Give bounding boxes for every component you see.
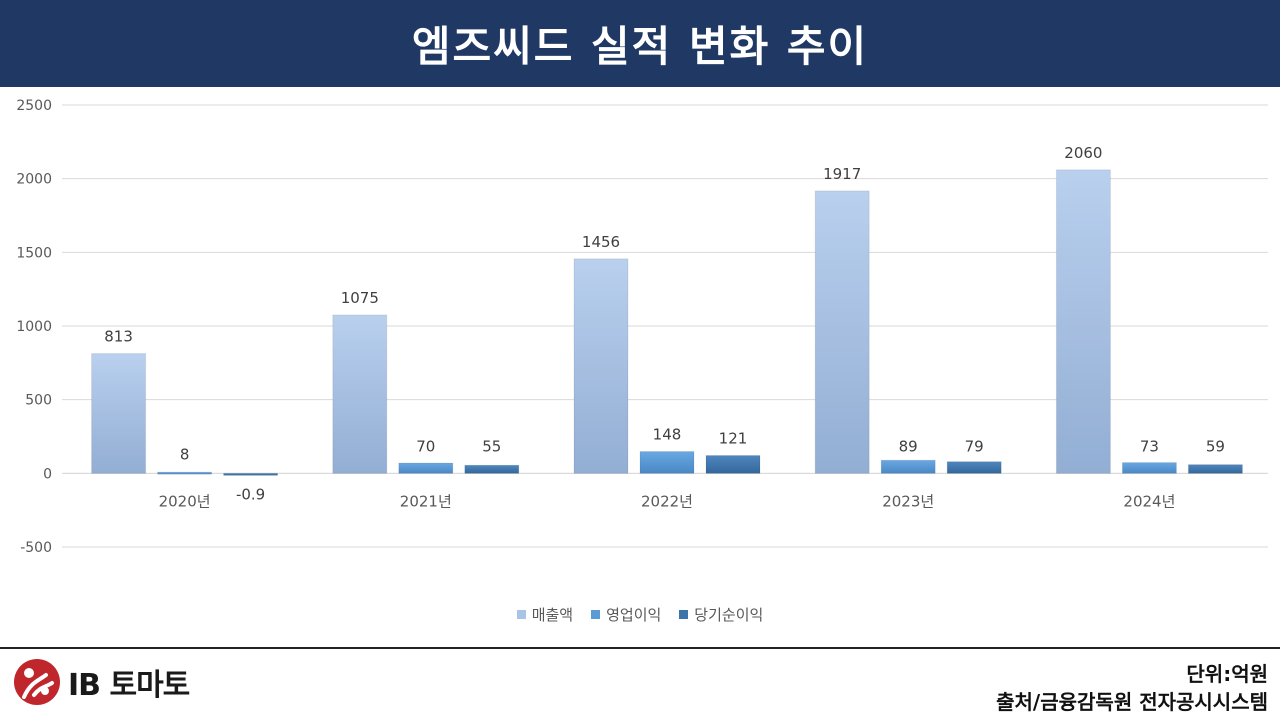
legend-item: 당기순이익 xyxy=(679,604,763,625)
bar-영업이익-2023년 xyxy=(880,459,936,474)
x-tick-label: 2020년 xyxy=(159,492,211,510)
bar-당기순이익-2020년 xyxy=(223,472,279,476)
bar-당기순이익-2022년 xyxy=(705,455,761,474)
legend-swatch xyxy=(679,610,689,619)
y-tick-label: 2000 xyxy=(16,172,52,188)
data-label: 8 xyxy=(180,445,190,463)
chart-legend: 매출액 영업이익 당기순이익 xyxy=(0,604,1280,625)
title-bar: 엠즈씨드 실적 변화 추이 xyxy=(0,0,1280,87)
bar-영업이익-2020년 xyxy=(157,471,213,475)
legend-swatch xyxy=(591,610,601,619)
legend-label: 영업이익 xyxy=(606,606,662,624)
legend-label: 당기순이익 xyxy=(694,606,764,624)
bar-매출액-2023년 xyxy=(814,190,870,474)
data-label: -0.9 xyxy=(236,485,265,503)
x-tick-label: 2021년 xyxy=(400,492,452,510)
x-tick-label: 2023년 xyxy=(882,492,934,510)
unit-label: 단위:억원 xyxy=(1186,662,1268,686)
legend-item: 영업이익 xyxy=(591,604,661,625)
data-labels: 813 8 -0.9 1075 70 55 1456 148 121 1917 89 79 2060 73… xyxy=(104,144,1225,504)
data-label: 2060 xyxy=(1064,144,1102,162)
page-title: 엠즈씨드 실적 변화 추이 xyxy=(411,22,869,71)
legend-label: 매출액 xyxy=(531,606,574,624)
brand-logo: IB 토마토 xyxy=(12,656,190,708)
bar-영업이익-2024년 xyxy=(1121,462,1177,474)
y-tick-label: 2500 xyxy=(16,98,52,114)
bar-매출액-2020년 xyxy=(91,353,147,474)
x-tick-label: 2024년 xyxy=(1123,492,1175,510)
data-label: 70 xyxy=(416,437,435,455)
data-label: 55 xyxy=(482,437,501,455)
bar-매출액-2024년 xyxy=(1055,169,1111,474)
y-tick-label: 500 xyxy=(25,393,52,409)
y-axis: -500 0 500 1000 1500 2000 2500 xyxy=(16,98,52,556)
data-label: 79 xyxy=(965,437,984,455)
bar-당기순이익-2024년 xyxy=(1187,464,1243,474)
y-tick-label: 1000 xyxy=(16,319,52,335)
bars xyxy=(91,169,1243,476)
bar-당기순이익-2023년 xyxy=(946,461,1002,474)
data-label: 121 xyxy=(719,430,748,448)
bar-영업이익-2022년 xyxy=(639,451,695,474)
bar-당기순이익-2021년 xyxy=(464,464,520,474)
y-tick-label: 0 xyxy=(43,466,52,482)
legend-item: 매출액 xyxy=(516,604,574,625)
x-tick-label: 2022년 xyxy=(641,492,693,510)
data-label: 73 xyxy=(1140,437,1159,455)
y-tick-label: -500 xyxy=(20,540,52,556)
footer-divider xyxy=(0,647,1280,649)
data-label: 148 xyxy=(653,426,682,444)
data-label: 59 xyxy=(1206,437,1225,455)
source-label: 출처/금융감독원 전자공시시스템 xyxy=(996,690,1268,714)
logo-text: IB 토마토 xyxy=(68,668,190,703)
data-label: 1456 xyxy=(582,233,620,251)
legend-swatch xyxy=(516,610,526,619)
y-tick-label: 1500 xyxy=(16,245,52,261)
footer-meta: 단위:억원 출처/금융감독원 전자공시시스템 xyxy=(996,660,1268,716)
x-axis: 2020년 2021년 2022년 2023년 2024년 xyxy=(159,492,1176,510)
bar-매출액-2021년 xyxy=(332,314,388,474)
bar-chart: -500 0 500 1000 1500 2000 2500 813 8 -0.9 1075 70 5… xyxy=(16,98,1268,556)
data-label: 1075 xyxy=(341,289,379,307)
bar-매출액-2022년 xyxy=(573,258,629,474)
data-label: 1917 xyxy=(823,165,861,183)
data-label: 813 xyxy=(104,328,133,346)
data-label: 89 xyxy=(899,437,918,455)
tomato-logo-icon xyxy=(14,659,60,705)
bar-영업이익-2021년 xyxy=(398,462,454,474)
